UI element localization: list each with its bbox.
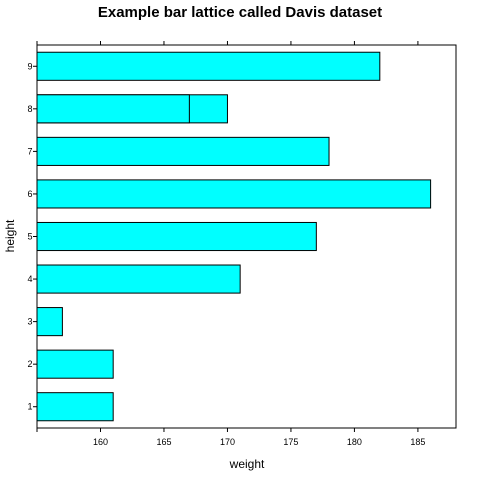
bar-3-2	[36, 307, 63, 337]
x-tick-label-185: 185	[410, 437, 425, 447]
y-tick-label-8: 8	[27, 104, 32, 114]
chart-title: Example bar lattice called Davis dataset	[98, 4, 382, 21]
y-tick-label-5: 5	[27, 232, 32, 242]
x-tick-label-160: 160	[93, 437, 108, 447]
x-tick-label-180: 180	[347, 437, 362, 447]
bar-5-4	[36, 221, 317, 252]
x-tick-label-170: 170	[220, 437, 235, 447]
x-tick-label-165: 165	[156, 437, 171, 447]
bar-9-9	[36, 51, 381, 81]
bar-8-8	[36, 94, 190, 124]
y-tick-label-9: 9	[27, 61, 32, 71]
y-tick-label-3: 3	[27, 317, 32, 327]
y-tick-label-2: 2	[27, 359, 32, 369]
y-tick-label-1: 1	[27, 402, 32, 412]
axes-layer: 160 165 170 175 180 185 1 2 3 4 5 6 7 8 9	[27, 41, 425, 447]
bar-1-0	[36, 392, 114, 422]
x-axis-label: weight	[229, 457, 265, 471]
bar-7-6	[36, 136, 330, 166]
bars-layer	[36, 51, 432, 422]
bar-2-1	[36, 349, 114, 379]
bar-4-3	[36, 264, 241, 294]
y-tick-label-7: 7	[27, 146, 32, 156]
y-tick-label-6: 6	[27, 189, 32, 199]
y-axis-label: height	[3, 219, 17, 252]
x-tick-label-175: 175	[283, 437, 298, 447]
bar-6-5	[36, 179, 432, 209]
y-tick-label-4: 4	[27, 274, 32, 284]
